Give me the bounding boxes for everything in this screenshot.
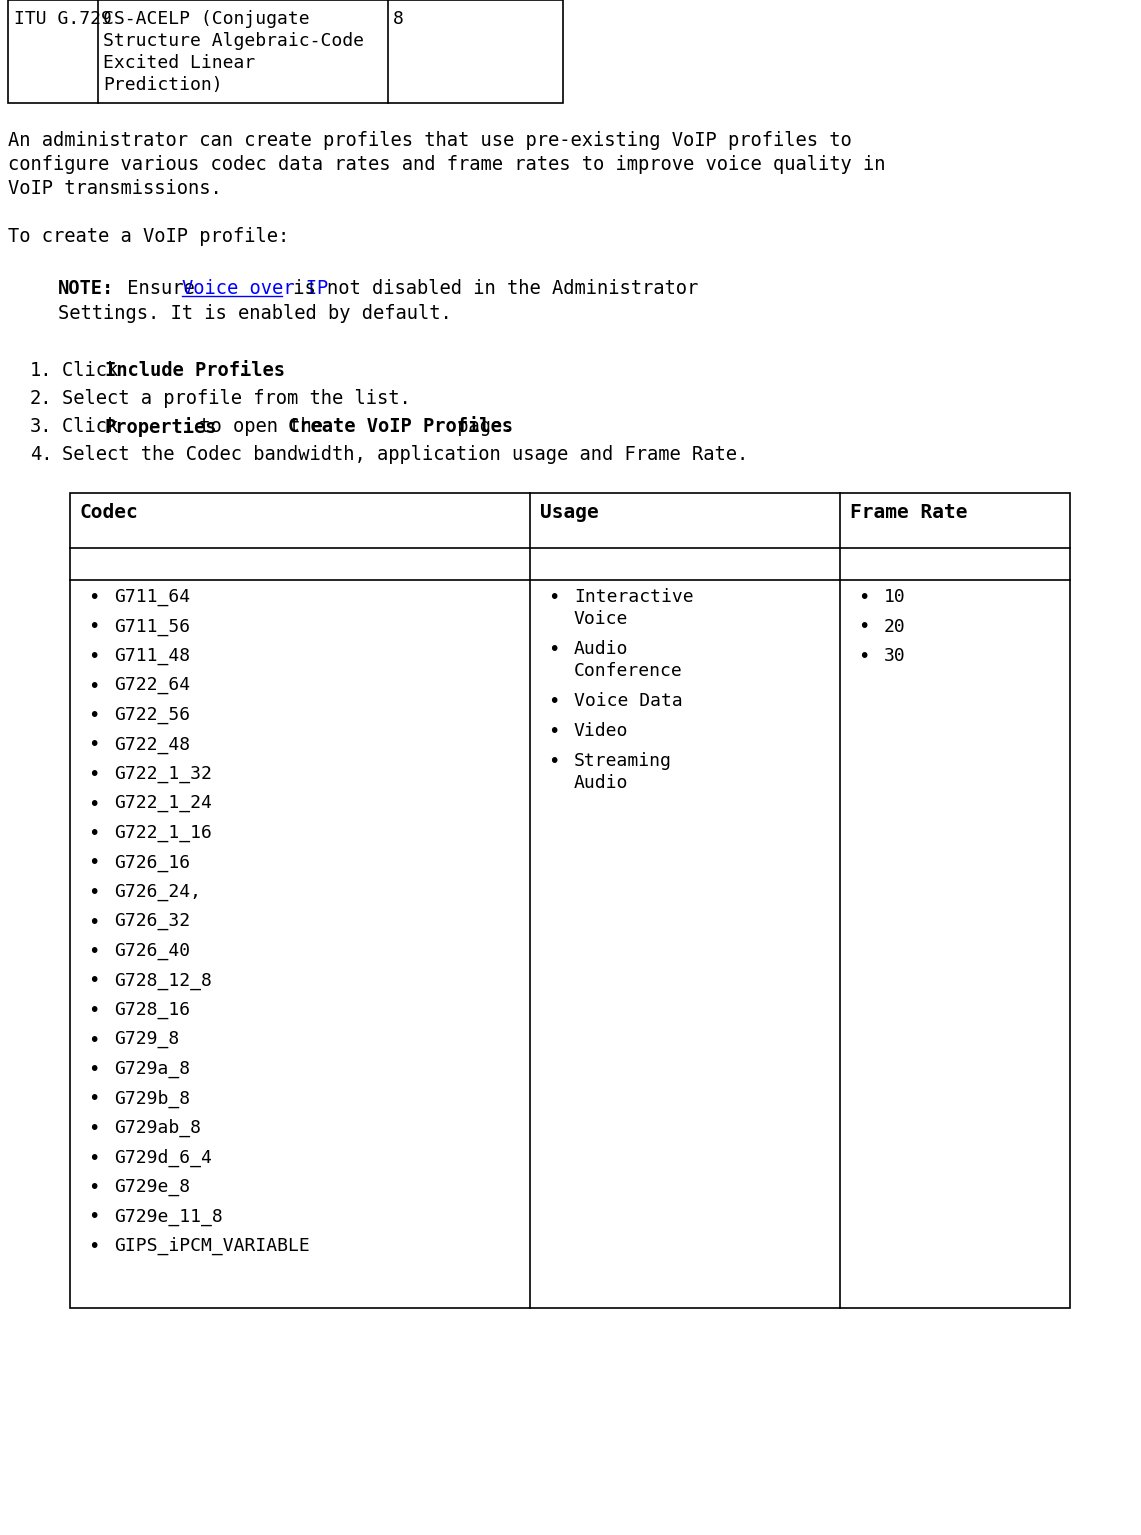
Text: G722_48: G722_48	[114, 735, 191, 754]
Text: G722_1_32: G722_1_32	[114, 764, 212, 783]
Text: •: •	[88, 1030, 99, 1050]
Text: Voice: Voice	[574, 609, 629, 628]
Text: •: •	[88, 795, 99, 814]
Text: G722_1_16: G722_1_16	[114, 824, 212, 843]
Bar	[70, 493, 1070, 1308]
Text: Frame Rate: Frame Rate	[850, 503, 968, 522]
Text: G729d_6_4: G729d_6_4	[114, 1148, 212, 1167]
Text: Click: Click	[62, 418, 129, 436]
Text: .: .	[237, 361, 249, 381]
Text: Properties: Properties	[105, 418, 218, 437]
Text: VoIP transmissions.: VoIP transmissions.	[8, 180, 221, 198]
Text: 10: 10	[884, 588, 906, 606]
Text: G726_24,: G726_24,	[114, 883, 201, 901]
Text: 1.: 1.	[30, 361, 52, 381]
Text: •: •	[88, 1001, 99, 1019]
Text: •: •	[88, 1237, 99, 1256]
Text: Audio: Audio	[574, 640, 629, 659]
Text: Select the Codec bandwidth, application usage and Frame Rate.: Select the Codec bandwidth, application …	[62, 445, 748, 464]
Text: GIPS_iPCM_VARIABLE: GIPS_iPCM_VARIABLE	[114, 1237, 309, 1256]
Text: G726_40: G726_40	[114, 942, 191, 959]
Text: •: •	[858, 588, 869, 606]
Text: •: •	[548, 588, 559, 606]
Text: An administrator can create profiles that use pre-existing VoIP profiles to: An administrator can create profiles tha…	[8, 130, 851, 150]
Text: •: •	[88, 1061, 99, 1079]
Text: CS-ACELP (Conjugate: CS-ACELP (Conjugate	[103, 11, 309, 28]
Text: •: •	[548, 721, 559, 741]
Text: ITU G.729: ITU G.729	[14, 11, 112, 28]
Text: •: •	[548, 752, 559, 771]
Text: •: •	[88, 912, 99, 932]
Bar	[8, 0, 563, 103]
Text: •: •	[548, 692, 559, 711]
Text: is not disabled in the Administrator: is not disabled in the Administrator	[282, 279, 698, 298]
Text: •: •	[548, 640, 559, 659]
Text: Settings. It is enabled by default.: Settings. It is enabled by default.	[58, 304, 452, 322]
Text: G729e_8: G729e_8	[114, 1177, 191, 1196]
Text: •: •	[88, 617, 99, 637]
Text: page.: page.	[446, 418, 513, 436]
Text: G729_8: G729_8	[114, 1030, 179, 1048]
Text: G728_16: G728_16	[114, 1001, 191, 1019]
Text: G711_48: G711_48	[114, 646, 191, 665]
Text: •: •	[88, 1119, 99, 1137]
Text: Interactive: Interactive	[574, 588, 694, 606]
Text: •: •	[88, 883, 99, 903]
Text: •: •	[88, 972, 99, 990]
Text: Codec: Codec	[80, 503, 139, 522]
Text: •: •	[88, 853, 99, 872]
Text: 8: 8	[393, 11, 404, 28]
Text: G722_64: G722_64	[114, 677, 191, 694]
Text: 30: 30	[884, 646, 906, 665]
Text: Prediction): Prediction)	[103, 77, 222, 94]
Text: 3.: 3.	[30, 418, 52, 436]
Text: •: •	[88, 1177, 99, 1197]
Text: 20: 20	[884, 617, 906, 635]
Text: Voice over IP: Voice over IP	[183, 279, 329, 298]
Text: G726_16: G726_16	[114, 853, 191, 872]
Text: Excited Linear: Excited Linear	[103, 54, 256, 72]
Text: Click: Click	[62, 361, 129, 381]
Text: Include Profiles: Include Profiles	[105, 361, 285, 381]
Text: G729ab_8: G729ab_8	[114, 1119, 201, 1137]
Text: •: •	[88, 1208, 99, 1226]
Text: •: •	[88, 1090, 99, 1108]
Text: NOTE:: NOTE:	[58, 279, 114, 298]
Text: •: •	[858, 617, 869, 637]
Text: 4.: 4.	[30, 445, 52, 464]
Text: Voice Data: Voice Data	[574, 692, 682, 711]
Text: Structure Algebraic-Code: Structure Algebraic-Code	[103, 32, 364, 51]
Text: •: •	[88, 677, 99, 695]
Text: Conference: Conference	[574, 662, 682, 680]
Text: G729b_8: G729b_8	[114, 1090, 191, 1108]
Text: •: •	[88, 646, 99, 666]
Text: G711_56: G711_56	[114, 617, 191, 635]
Text: to open the: to open the	[188, 418, 334, 436]
Text: •: •	[88, 706, 99, 725]
Text: G728_12_8: G728_12_8	[114, 972, 212, 990]
Text: •: •	[88, 1148, 99, 1168]
Text: •: •	[858, 646, 869, 666]
Text: 2.: 2.	[30, 388, 52, 408]
Text: Audio: Audio	[574, 774, 629, 792]
Text: Usage: Usage	[540, 503, 599, 522]
Text: Streaming: Streaming	[574, 752, 672, 771]
Text: •: •	[88, 942, 99, 961]
Text: Ensure: Ensure	[116, 279, 207, 298]
Text: •: •	[88, 588, 99, 606]
Text: G729e_11_8: G729e_11_8	[114, 1208, 222, 1225]
Text: G722_1_24: G722_1_24	[114, 795, 212, 812]
Text: •: •	[88, 735, 99, 755]
Text: To create a VoIP profile:: To create a VoIP profile:	[8, 227, 290, 246]
Text: Video: Video	[574, 721, 629, 740]
Text: •: •	[88, 764, 99, 784]
Text: G722_56: G722_56	[114, 706, 191, 725]
Text: G729a_8: G729a_8	[114, 1061, 191, 1078]
Text: G726_32: G726_32	[114, 912, 191, 930]
Text: configure various codec data rates and frame rates to improve voice quality in: configure various codec data rates and f…	[8, 155, 885, 173]
Text: Create VoIP Profiles: Create VoIP Profiles	[288, 418, 513, 436]
Text: •: •	[88, 824, 99, 843]
Text: Select a profile from the list.: Select a profile from the list.	[62, 388, 411, 408]
Text: G711_64: G711_64	[114, 588, 191, 606]
